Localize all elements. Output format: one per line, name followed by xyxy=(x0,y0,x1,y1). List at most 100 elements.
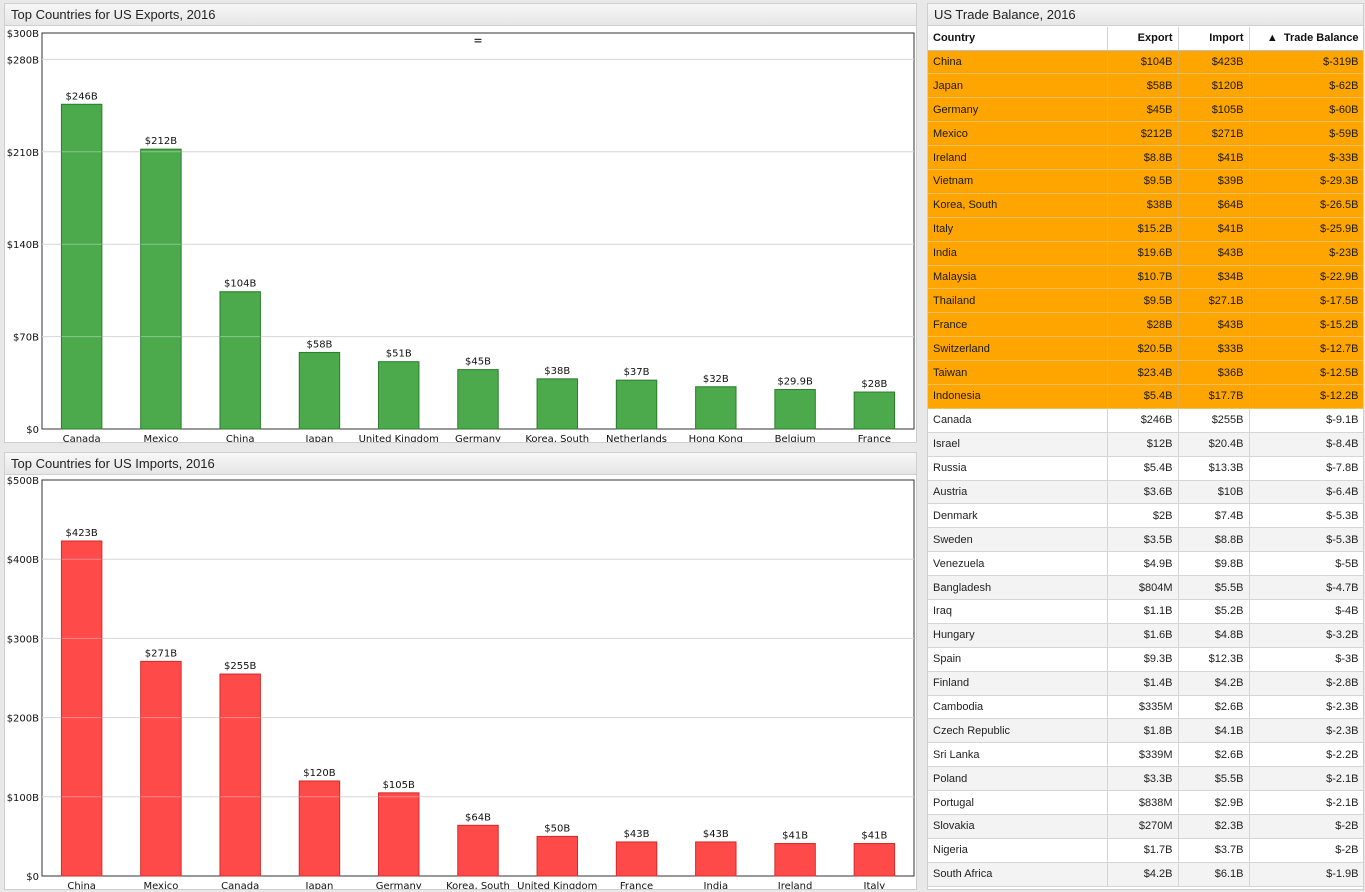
table-row[interactable]: Hungary $1.6B $4.8B $-3.2B xyxy=(928,623,1363,648)
column-header-import[interactable]: Import xyxy=(1178,27,1250,51)
bar xyxy=(853,843,896,877)
x-tick-label: United Kingdom xyxy=(517,881,597,890)
cell-export: $246B xyxy=(1107,408,1179,433)
table-row[interactable]: Mexico $212B $271B $-59B xyxy=(928,121,1363,147)
cell-trade-balance: $-3.2B xyxy=(1249,623,1363,648)
x-tick-label: Mexico xyxy=(143,434,178,443)
table-row[interactable]: Slovakia $270M $2.3B $-2B xyxy=(928,814,1363,839)
cell-import: $34B xyxy=(1178,265,1250,290)
column-header-trade-balance[interactable]: ▲ Trade Balance xyxy=(1249,27,1363,51)
table-row[interactable]: Italy $15.2B $41B $-25.9B xyxy=(928,217,1363,242)
cell-trade-balance: $-6.4B xyxy=(1249,480,1363,505)
cell-country: Cambodia xyxy=(928,695,1108,720)
table-row[interactable]: Canada $246B $255B $-9.1B xyxy=(928,408,1363,433)
table-row[interactable]: Portugal $838M $2.9B $-2.1B xyxy=(928,790,1363,815)
cell-country: Switzerland xyxy=(928,336,1108,362)
bar xyxy=(774,843,816,877)
cell-import: $120B xyxy=(1178,73,1250,99)
cell-import: $27.1B xyxy=(1178,288,1250,314)
cell-import: $2.6B xyxy=(1178,742,1250,768)
table-row[interactable]: Malaysia $10.7B $34B $-22.9B xyxy=(928,265,1363,290)
bar xyxy=(615,379,658,430)
table-row[interactable]: Venezuela $4.9B $9.8B $-5B xyxy=(928,551,1363,577)
table-row[interactable]: Iraq $1.1B $5.2B $-4B xyxy=(928,599,1363,624)
table-row[interactable]: Indonesia $5.4B $17.7B $-12.2B xyxy=(928,384,1363,409)
table-row[interactable]: Czech Republic $1.8B $4.1B $-2.3B xyxy=(928,718,1363,744)
table-row[interactable]: South Africa $4.2B $6.1B $-1.9B xyxy=(928,862,1363,887)
table-row[interactable]: Austria $3.6B $10B $-6.4B xyxy=(928,480,1363,505)
cell-import: $5.5B xyxy=(1178,575,1250,600)
bar-value-label: $105B xyxy=(383,780,415,791)
table-row[interactable]: Ireland $8.8B $41B $-33B xyxy=(928,145,1363,170)
y-tick-label: $300B xyxy=(7,29,39,40)
cell-country: Czech Republic xyxy=(928,718,1108,744)
x-tick-label: Germany xyxy=(455,434,501,443)
trade-balance-table: Country Export Import ▲ Trade Balance Ch… xyxy=(928,27,1363,887)
x-tick-label: Belgium xyxy=(775,434,816,443)
bar-value-label: $246B xyxy=(65,91,97,102)
cell-export: $1.6B xyxy=(1107,623,1179,648)
y-tick-label: $200B xyxy=(7,714,39,725)
cell-country: Sri Lanka xyxy=(928,742,1108,768)
table-row[interactable]: Switzerland $20.5B $33B $-12.7B xyxy=(928,336,1363,362)
cell-country: India xyxy=(928,241,1108,266)
column-header-export[interactable]: Export xyxy=(1107,27,1179,51)
cell-import: $9.8B xyxy=(1178,551,1250,577)
cell-country: Sweden xyxy=(928,527,1108,553)
cell-export: $20.5B xyxy=(1107,336,1179,362)
cell-import: $17.7B xyxy=(1178,384,1250,409)
x-tick-label: Mexico xyxy=(143,881,178,890)
table-row[interactable]: Finland $1.4B $4.2B $-2.8B xyxy=(928,671,1363,696)
table-row[interactable]: Sri Lanka $339M $2.6B $-2.2B xyxy=(928,742,1363,768)
cell-export: $58B xyxy=(1107,73,1179,99)
x-tick-label: India xyxy=(704,881,729,890)
cell-export: $1.1B xyxy=(1107,599,1179,624)
table-row[interactable]: India $19.6B $43B $-23B xyxy=(928,241,1363,266)
cell-import: $3.7B xyxy=(1178,838,1250,863)
table-row[interactable]: Nigeria $1.7B $3.7B $-2B xyxy=(928,838,1363,863)
bar xyxy=(457,369,499,430)
table-row[interactable]: Taiwan $23.4B $36B $-12.5B xyxy=(928,360,1363,385)
table-row[interactable]: Bangladesh $804M $5.5B $-4.7B xyxy=(928,575,1363,600)
table-row[interactable]: Cambodia $335M $2.6B $-2.3B xyxy=(928,695,1363,720)
table-row[interactable]: Germany $45B $105B $-60B xyxy=(928,97,1363,123)
cell-import: $43B xyxy=(1178,312,1250,338)
cell-country: Poland xyxy=(928,766,1108,792)
table-row[interactable]: Israel $12B $20.4B $-8.4B xyxy=(928,432,1363,457)
cell-export: $335M xyxy=(1107,695,1179,720)
cell-trade-balance: $-5B xyxy=(1249,551,1363,577)
cell-trade-balance: $-5.3B xyxy=(1249,503,1363,529)
table-row[interactable]: Japan $58B $120B $-62B xyxy=(928,73,1363,99)
bar xyxy=(536,378,578,430)
bar xyxy=(774,389,816,430)
cell-country: Canada xyxy=(928,408,1108,433)
table-row[interactable]: France $28B $43B $-15.2B xyxy=(928,312,1363,338)
cell-export: $838M xyxy=(1107,790,1179,815)
table-row[interactable]: Denmark $2B $7.4B $-5.3B xyxy=(928,503,1363,529)
bar xyxy=(219,291,261,430)
table-row[interactable]: Vietnam $9.5B $39B $-29.3B xyxy=(928,169,1363,194)
cell-import: $12.3B xyxy=(1178,647,1250,672)
drag-handle-icon[interactable]: = xyxy=(473,34,482,47)
y-tick-label: $70B xyxy=(13,333,39,344)
x-tick-label: France xyxy=(858,434,891,443)
table-row[interactable]: Russia $5.4B $13.3B $-7.8B xyxy=(928,456,1363,481)
cell-export: $339M xyxy=(1107,742,1179,768)
table-row[interactable]: Thailand $9.5B $27.1B $-17.5B xyxy=(928,288,1363,314)
column-header-country[interactable]: Country xyxy=(928,27,1108,51)
y-tick-label: $0 xyxy=(26,872,39,883)
x-tick-label: Ireland xyxy=(778,881,813,890)
cell-country: Israel xyxy=(928,432,1108,457)
cell-trade-balance: $-3B xyxy=(1249,647,1363,672)
table-row[interactable]: Spain $9.3B $12.3B $-3B xyxy=(928,647,1363,672)
table-row[interactable]: Poland $3.3B $5.5B $-2.1B xyxy=(928,766,1363,792)
cell-country: Japan xyxy=(928,73,1108,99)
exports-chart-title: Top Countries for US Exports, 2016 xyxy=(5,4,916,26)
table-row[interactable]: China $104B $423B $-319B xyxy=(928,50,1363,75)
table-row[interactable]: Sweden $3.5B $8.8B $-5.3B xyxy=(928,527,1363,553)
cell-trade-balance: $-2.3B xyxy=(1249,718,1363,744)
cell-country: Mexico xyxy=(928,121,1108,147)
table-row[interactable]: Korea, South $38B $64B $-26.5B xyxy=(928,193,1363,218)
cell-export: $1.4B xyxy=(1107,671,1179,696)
bar-value-label: $50B xyxy=(544,823,570,834)
